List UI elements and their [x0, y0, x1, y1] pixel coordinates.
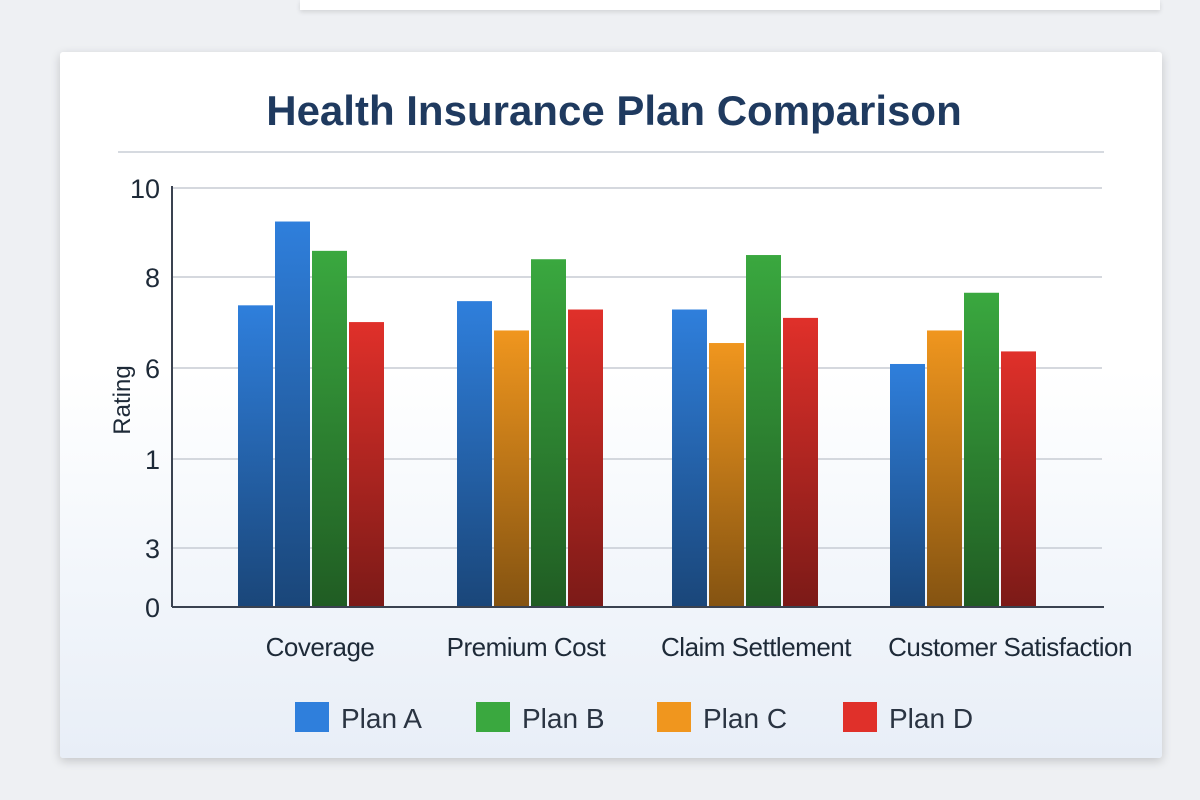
bar-claim-settlement-plan-a — [672, 309, 707, 607]
background-window-edge — [300, 0, 1160, 10]
chart-title: Health Insurance Plan Comparison — [266, 87, 962, 134]
y-tick-label: 8 — [145, 263, 160, 293]
bar-coverage-plan-a — [238, 305, 273, 607]
legend-label: Plan B — [522, 703, 605, 734]
bar-claim-settlement-plan-b — [746, 255, 781, 608]
y-tick-label: 6 — [145, 354, 160, 384]
bar-coverage-plan-a — [275, 221, 310, 607]
legend-swatch — [476, 702, 510, 732]
bar-customer-satisfaction-plan-d — [1001, 351, 1036, 607]
legend-swatch — [843, 702, 877, 732]
bar-premium-cost-plan-b — [531, 259, 566, 607]
x-category-label: Premium Cost — [447, 632, 607, 662]
gridlines — [172, 187, 1102, 549]
y-tick-label: 10 — [130, 174, 160, 204]
y-axis-label: Rating — [109, 365, 136, 434]
bar-premium-cost-plan-a — [457, 301, 492, 607]
bar-claim-settlement-plan-d — [783, 317, 818, 607]
legend-label: Plan A — [341, 703, 422, 734]
bar-customer-satisfaction-plan-c — [927, 330, 962, 607]
legend-swatch — [657, 702, 691, 732]
legend-label: Plan D — [889, 703, 973, 734]
bar-coverage-plan-b — [312, 250, 347, 607]
bar-customer-satisfaction-plan-a — [890, 363, 925, 607]
bar-premium-cost-plan-c — [494, 330, 529, 607]
axes — [171, 186, 1104, 608]
y-tick-label: 0 — [145, 593, 160, 623]
x-axis-categories: Coverage Premium Cost Claim Settlement Cust… — [266, 632, 1133, 662]
y-axis-ticks: 10 8 6 1 3 0 — [130, 174, 160, 623]
bar-customer-satisfaction-plan-b — [964, 292, 999, 607]
bar-claim-settlement-plan-c — [709, 343, 744, 607]
bar-premium-cost-plan-d — [568, 309, 603, 607]
x-category-label: Customer Satisfaction — [888, 632, 1132, 662]
x-category-label: Claim Settlement — [661, 632, 852, 662]
legend-label: Plan C — [703, 703, 787, 734]
bars — [238, 221, 1036, 608]
y-tick-label: 3 — [145, 534, 160, 564]
bar-coverage-plan-d — [349, 322, 384, 607]
legend-swatch — [295, 702, 329, 732]
y-tick-label: 1 — [145, 445, 160, 475]
x-category-label: Coverage — [266, 632, 375, 662]
legend: Plan A Plan B Plan C Plan D — [295, 702, 973, 734]
